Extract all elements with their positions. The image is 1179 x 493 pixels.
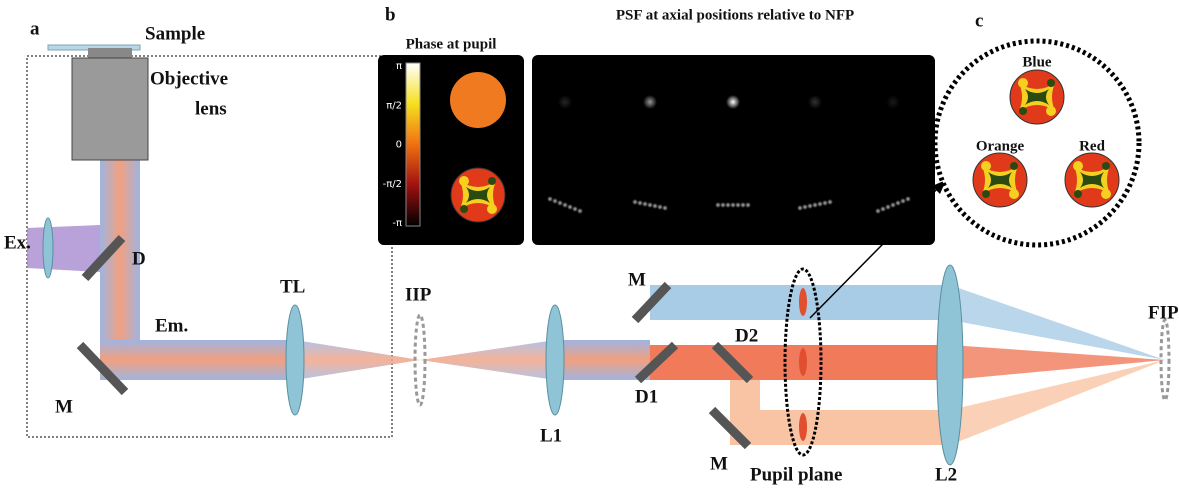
panel-label: a [30, 18, 40, 39]
psf-title: PSF at axial positions relative to NFP [616, 7, 854, 23]
channel-label: Orange [976, 138, 1025, 154]
phase-mask [799, 348, 807, 376]
psf-spot [558, 95, 572, 109]
beam-l1 [555, 340, 650, 380]
colorbar-tick: -π/2 [383, 179, 402, 190]
pupil-plane-label: Pupil plane [750, 464, 842, 485]
iip-label: IIP [405, 284, 432, 305]
orange-beam [730, 410, 950, 445]
channel-label: Blue [1022, 54, 1052, 70]
objective-label: Objective [150, 68, 228, 89]
psf-lobe [812, 202, 818, 208]
psf-lobe [652, 203, 658, 209]
phase-red [1065, 153, 1119, 207]
panel-label: b [385, 4, 396, 25]
position-label: +1μm [796, 36, 834, 52]
tube-lens [286, 305, 304, 415]
psf-lobe [817, 201, 823, 207]
phase-blue [1010, 70, 1064, 124]
psf-lobe [642, 201, 648, 207]
sample-label: Sample [145, 23, 205, 44]
phase-title: Phase at pupil [406, 36, 497, 52]
channel-label: Red [1079, 138, 1105, 154]
fip-label: FIP [1148, 302, 1179, 323]
excitation-beam [27, 225, 100, 272]
em-label: Em. [155, 315, 188, 336]
psf-panel [532, 55, 935, 245]
colorbar-tick: π/2 [386, 100, 402, 111]
figure: a Sample Objective lens Ex. D M Em. TL I… [0, 0, 1179, 493]
psf-lobe [632, 199, 638, 205]
l1-label: L1 [540, 425, 562, 446]
ex-label: Ex. [4, 232, 31, 253]
d-label: D [132, 248, 146, 269]
psf-spot [808, 95, 822, 109]
psf-lobe [822, 200, 828, 206]
psf-lobe [797, 205, 803, 211]
psf-lobe [827, 199, 833, 205]
flat-phase [450, 72, 506, 128]
d2-label: D2 [735, 325, 758, 346]
emission-beam-horizontal [100, 340, 295, 380]
colorbar-tick: 0 [396, 140, 402, 151]
position-label: z=0 [722, 36, 745, 52]
psf-lobe [647, 202, 653, 208]
position-label: -2μm [548, 36, 582, 52]
phase-pattern [451, 168, 505, 222]
colorbar [406, 63, 420, 226]
tl-label: TL [280, 276, 305, 297]
psf-lobe [637, 200, 643, 206]
psf-lobe [905, 196, 911, 202]
m-label: M [55, 396, 73, 417]
psf-lobe [662, 205, 668, 211]
psf-lobe [577, 208, 583, 214]
lens-l2 [937, 265, 963, 465]
psf-spot [886, 95, 900, 109]
objective-label: lens [195, 98, 227, 119]
panel-label: c [975, 10, 983, 31]
phase-mask [799, 288, 807, 316]
position-label: -1μm [633, 36, 667, 52]
psf-spot [643, 95, 657, 109]
phase-orange [973, 153, 1027, 207]
psf-lobe [745, 202, 751, 208]
colorbar-tick: -π [392, 218, 402, 229]
d1-label: D1 [635, 386, 658, 407]
l2-label: L2 [935, 464, 957, 485]
objective-tip [88, 48, 132, 58]
psf-lobe [802, 204, 808, 210]
psf-lobe [807, 203, 813, 209]
phase-mask [799, 413, 807, 441]
lens-l1 [546, 305, 564, 415]
psf-lobe [657, 204, 663, 210]
m-top-label: M [628, 269, 646, 290]
psf-spot [726, 95, 740, 109]
objective [72, 58, 148, 160]
position-label: +2μm [874, 36, 912, 52]
ex-lens [43, 218, 53, 278]
m-bottom-label: M [710, 453, 728, 474]
colorbar-tick: π [396, 61, 402, 72]
